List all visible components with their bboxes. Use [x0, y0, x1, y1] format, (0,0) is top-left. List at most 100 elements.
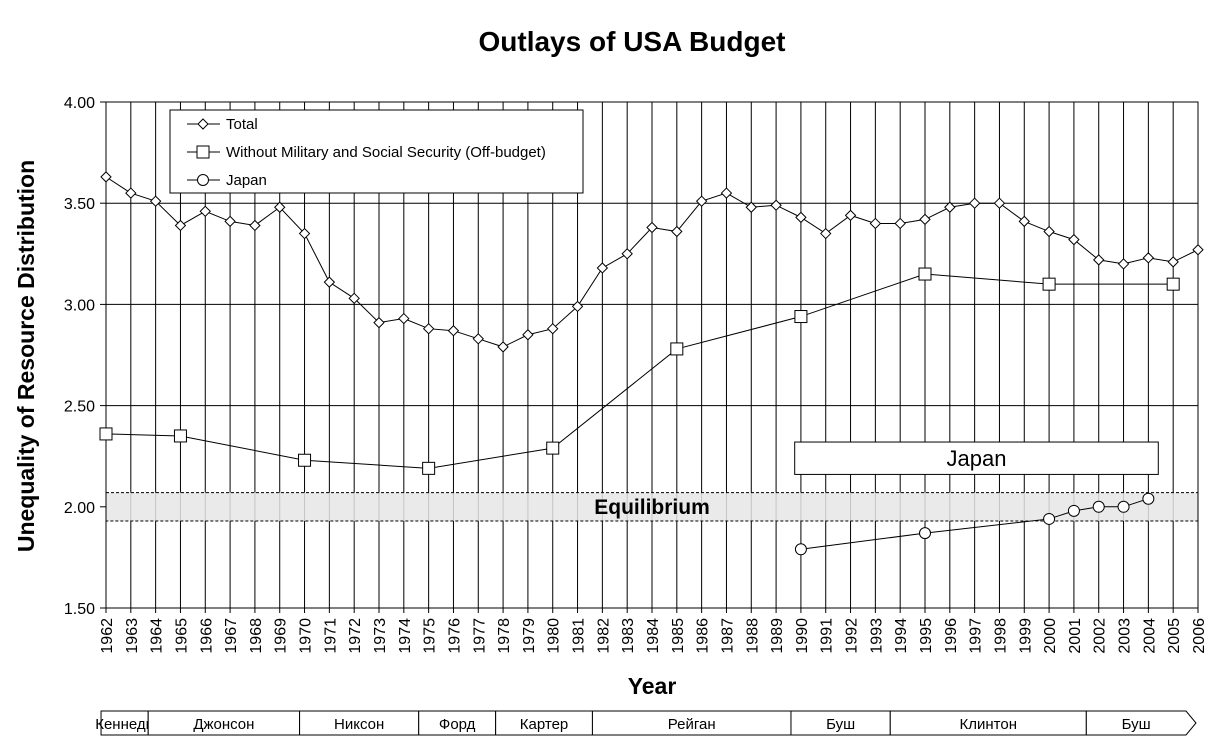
data-point-circle — [919, 527, 931, 540]
data-point-diamond — [1142, 252, 1155, 264]
x-tick-label: 1978 — [496, 618, 513, 654]
data-point-diamond — [547, 322, 559, 335]
data-point-diamond — [919, 213, 931, 226]
legend-marker-circle — [197, 174, 209, 186]
data-point-diamond — [571, 300, 584, 313]
data-point-square — [670, 342, 684, 356]
data-point-diamond — [125, 187, 137, 199]
data-point-square — [794, 310, 808, 324]
y-tick-label: 2.50 — [64, 399, 95, 416]
era-label: Буш — [826, 716, 855, 733]
data-point-diamond — [323, 276, 336, 288]
x-tick-label: 1968 — [248, 618, 265, 654]
data-point-diamond — [348, 292, 360, 305]
data-point-diamond — [174, 219, 187, 232]
data-point-square — [1042, 277, 1056, 291]
data-point-diamond — [373, 316, 385, 329]
japan-box-label: Japan — [947, 446, 1007, 471]
era-label: Картер — [520, 716, 568, 733]
data-point-diamond — [224, 215, 236, 228]
x-tick-label: 1987 — [719, 618, 736, 654]
x-tick-label: 2004 — [1141, 618, 1158, 654]
x-tick-label: 1977 — [471, 618, 488, 654]
data-point-square — [298, 453, 312, 467]
x-tick-label: 1983 — [620, 618, 637, 654]
y-tick-label: 2.00 — [64, 500, 95, 517]
data-point-square — [173, 429, 187, 443]
data-point-circle — [1043, 512, 1056, 525]
data-point-diamond — [621, 248, 633, 260]
data-point-diamond — [844, 209, 857, 222]
series-circle — [794, 492, 1155, 556]
data-point-diamond — [869, 217, 882, 230]
x-tick-label: 2000 — [1042, 618, 1059, 654]
x-tick-label: 1970 — [298, 618, 315, 654]
era-label: Никсон — [334, 716, 384, 733]
data-point-diamond — [671, 225, 683, 238]
series — [99, 171, 1204, 556]
x-tick-label: 2001 — [1067, 618, 1084, 654]
era-label: Кеннеди — [95, 716, 154, 733]
x-tick-label: 1986 — [695, 618, 712, 654]
x-tick-label: 1991 — [819, 618, 836, 654]
era-segment — [418, 710, 497, 736]
legend-entry: Japan — [226, 172, 267, 189]
data-point-diamond — [398, 312, 410, 325]
era-segment — [1085, 710, 1197, 736]
x-tick-label: 1971 — [322, 618, 339, 654]
presidents-timeline: Кеннеди Джонсон Никсон Форд Картер Рейган Буш К… — [95, 710, 1197, 736]
x-tick-label: 2005 — [1166, 618, 1183, 654]
data-point-diamond — [274, 201, 286, 213]
x-tick-label: 1966 — [198, 618, 215, 654]
data-point-circle — [1142, 492, 1155, 505]
data-point-diamond — [1043, 225, 1055, 238]
y-tick-label: 3.50 — [64, 196, 95, 213]
x-tick-label: 1989 — [769, 618, 786, 654]
data-point-diamond — [695, 195, 708, 207]
data-point-diamond — [1093, 254, 1105, 266]
equilibrium-band-rect — [105, 492, 1199, 522]
x-tick-label: 1990 — [794, 618, 811, 654]
x-tick-label: 1969 — [273, 618, 290, 654]
japan-box-rect — [794, 441, 1159, 475]
x-tick-label: 1972 — [347, 618, 364, 654]
data-point-diamond — [422, 322, 435, 335]
data-point-square — [546, 441, 560, 455]
era-segment — [790, 710, 891, 736]
equilibrium-label: Equilibrium — [594, 496, 710, 519]
series-line — [105, 273, 1174, 469]
era-label: Буш — [1122, 716, 1151, 733]
x-tick-label: 1979 — [521, 618, 538, 654]
data-point-circle — [794, 543, 807, 556]
x-tick-label: 2003 — [1117, 618, 1134, 654]
data-point-diamond — [968, 197, 981, 209]
x-tick-label: 1974 — [397, 618, 414, 654]
data-point-diamond — [596, 262, 609, 274]
data-point-diamond — [472, 333, 484, 345]
legend-marker-square — [196, 145, 210, 159]
era-segment — [299, 710, 420, 736]
legend-entry: Without Military and Social Security (Of… — [226, 144, 546, 161]
x-tick-label: 1998 — [992, 618, 1009, 654]
data-point-circle — [1117, 500, 1130, 513]
x-tick-label: 1973 — [372, 618, 389, 654]
data-point-diamond — [1018, 215, 1030, 228]
x-tick-label: 1963 — [124, 618, 141, 654]
data-point-diamond — [199, 205, 211, 218]
data-point-diamond — [720, 187, 733, 199]
data-point-square — [99, 427, 113, 441]
x-axis-title: Year — [628, 673, 677, 699]
data-point-diamond — [646, 221, 658, 234]
equilibrium-band: Equilibrium — [105, 492, 1199, 522]
x-tick-label: 1964 — [149, 618, 166, 654]
axes: 1.50 2.00 2.50 3.00 3.50 4.00 1962 1963 1964 1965… — [64, 95, 1208, 654]
series-square — [99, 267, 1180, 475]
x-tick-label: 1995 — [918, 618, 935, 654]
series-diamond — [100, 171, 1204, 353]
legend-box — [169, 109, 584, 194]
x-tick-label: 1975 — [422, 618, 439, 654]
data-point-diamond — [1167, 256, 1179, 268]
era-label: Джонсон — [193, 716, 254, 733]
x-tick-label: 1976 — [446, 618, 463, 654]
